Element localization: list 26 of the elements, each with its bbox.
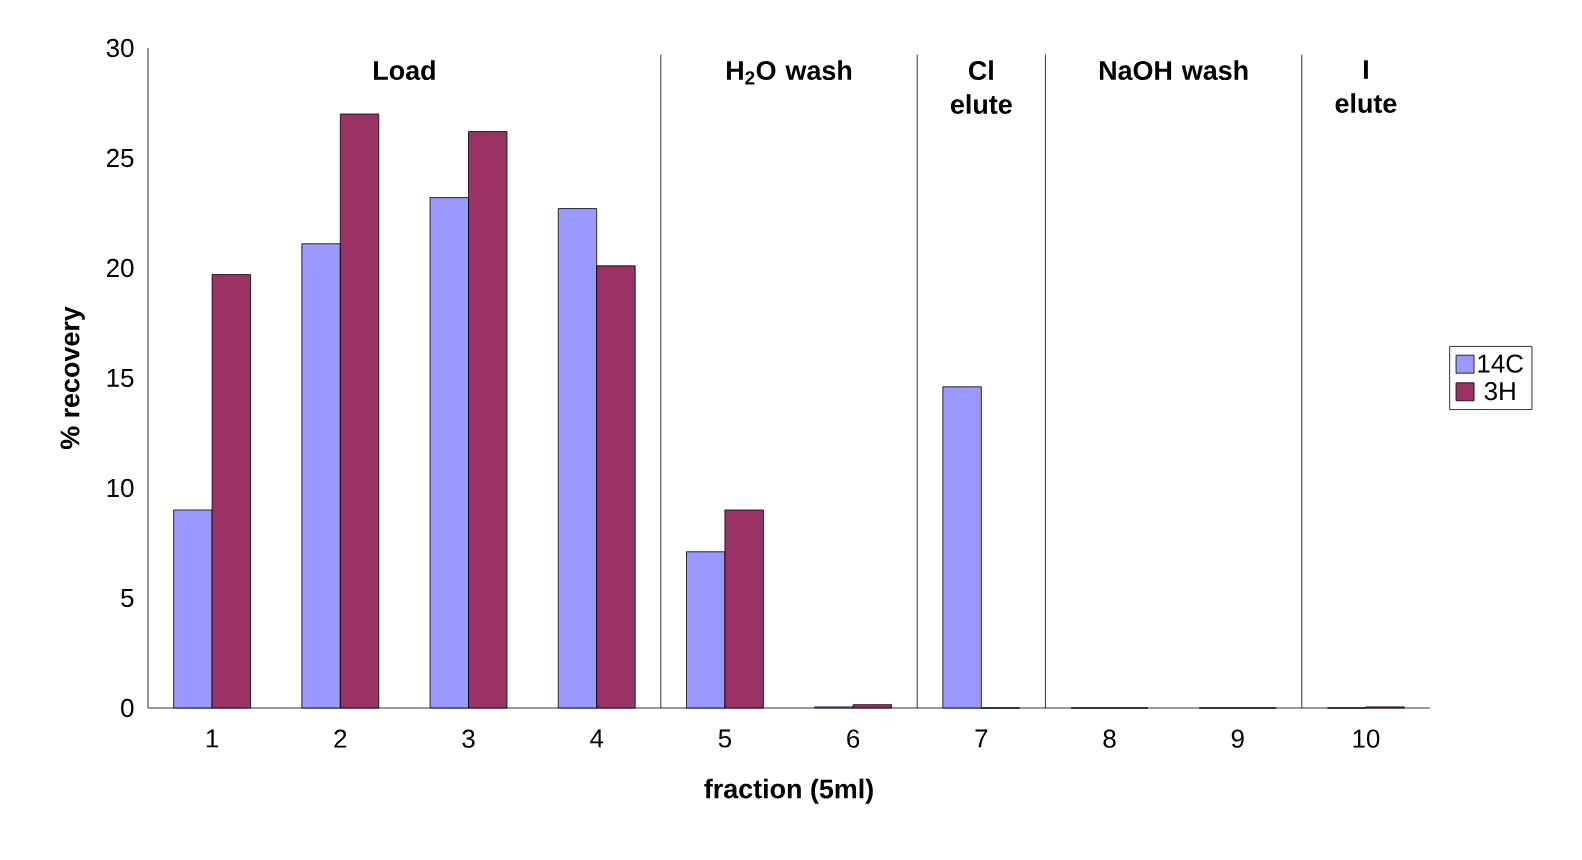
x-axis-title: fraction (5ml) bbox=[704, 778, 873, 804]
x-tick-label: 10 bbox=[1353, 729, 1380, 748]
y-axis-title: % recovery bbox=[60, 306, 85, 450]
y-tick-label: 30 bbox=[106, 38, 134, 58]
x-tick-label: 3 bbox=[462, 729, 475, 748]
annotation: Load bbox=[374, 60, 435, 81]
x-tick-label: 6 bbox=[847, 729, 860, 748]
legend-label: 14C bbox=[1478, 354, 1523, 373]
x-tick-label: 1 bbox=[206, 729, 219, 748]
y-tick-label: 10 bbox=[107, 478, 134, 498]
x-tick-label: 2 bbox=[334, 729, 347, 748]
legend-label: 3H bbox=[1484, 381, 1515, 401]
y-tick-label: 15 bbox=[107, 368, 134, 388]
y-tick-label: 20 bbox=[106, 258, 134, 278]
y-tick-label: 25 bbox=[106, 148, 134, 168]
x-tick-label: 9 bbox=[1231, 729, 1244, 748]
text: H$_{2}$O wash bbox=[727, 60, 852, 85]
x-tick-label: 4 bbox=[590, 729, 604, 748]
y-tick-label: 5 bbox=[121, 588, 134, 608]
annotation: I elute bbox=[1335, 60, 1397, 113]
annotation: NaOH wash bbox=[1099, 60, 1248, 81]
y-tick-label: 0 bbox=[121, 698, 134, 718]
x-tick-label: 7 bbox=[975, 729, 988, 748]
x-tick-label: 8 bbox=[1103, 729, 1116, 748]
x-tick-label: 5 bbox=[718, 729, 732, 748]
annotation: Cl elute bbox=[950, 60, 1012, 114]
